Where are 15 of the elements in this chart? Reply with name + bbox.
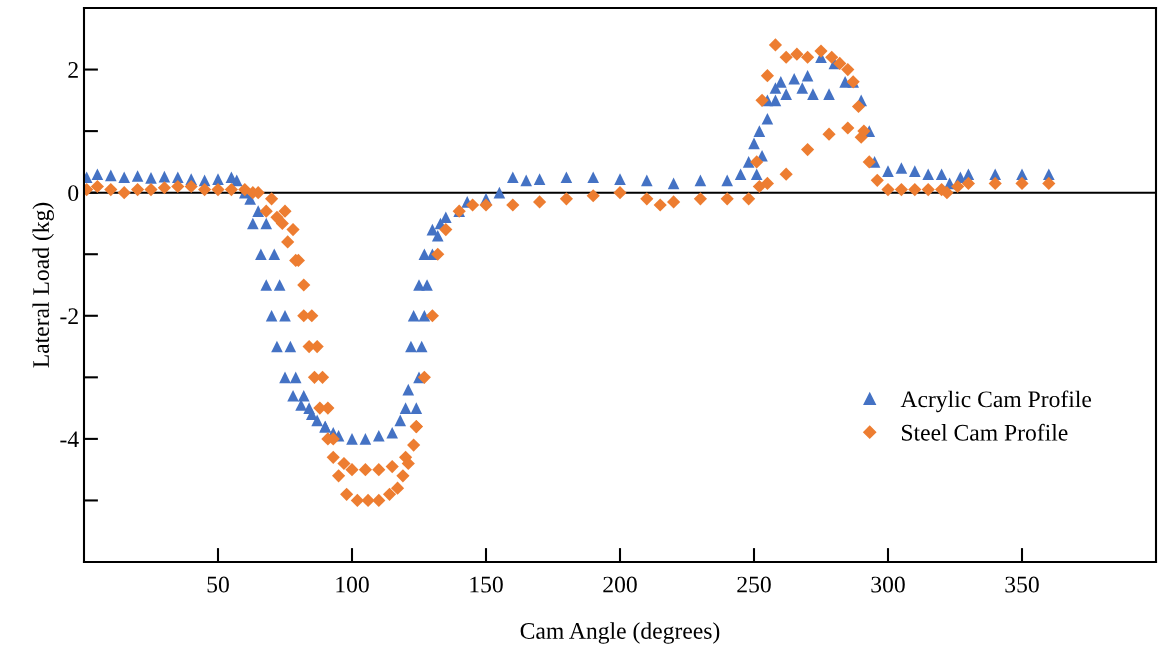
x-tick-label: 100 [336, 576, 369, 593]
x-tick-label: 50 [207, 576, 229, 593]
x-tick-label: 200 [603, 576, 637, 593]
y-tick-label: -2 [60, 308, 78, 324]
y-axis-title: Lateral Load (kg) [32, 202, 54, 368]
legend-label: Acrylic Cam Profile [900, 390, 1092, 413]
x-axis-title: Cam Angle (degrees) [520, 622, 720, 644]
y-tick-label: 2 [68, 62, 78, 78]
x-tick-label: 150 [470, 576, 503, 593]
y-tick-label: -4 [60, 431, 79, 448]
x-tick-label: 350 [1005, 576, 1039, 593]
legend-label: Steel Cam Profile [901, 423, 1068, 441]
y-tick-label: 0 [68, 185, 79, 202]
x-tick-label: 250 [737, 576, 771, 593]
x-tick-label: 300 [871, 576, 905, 593]
